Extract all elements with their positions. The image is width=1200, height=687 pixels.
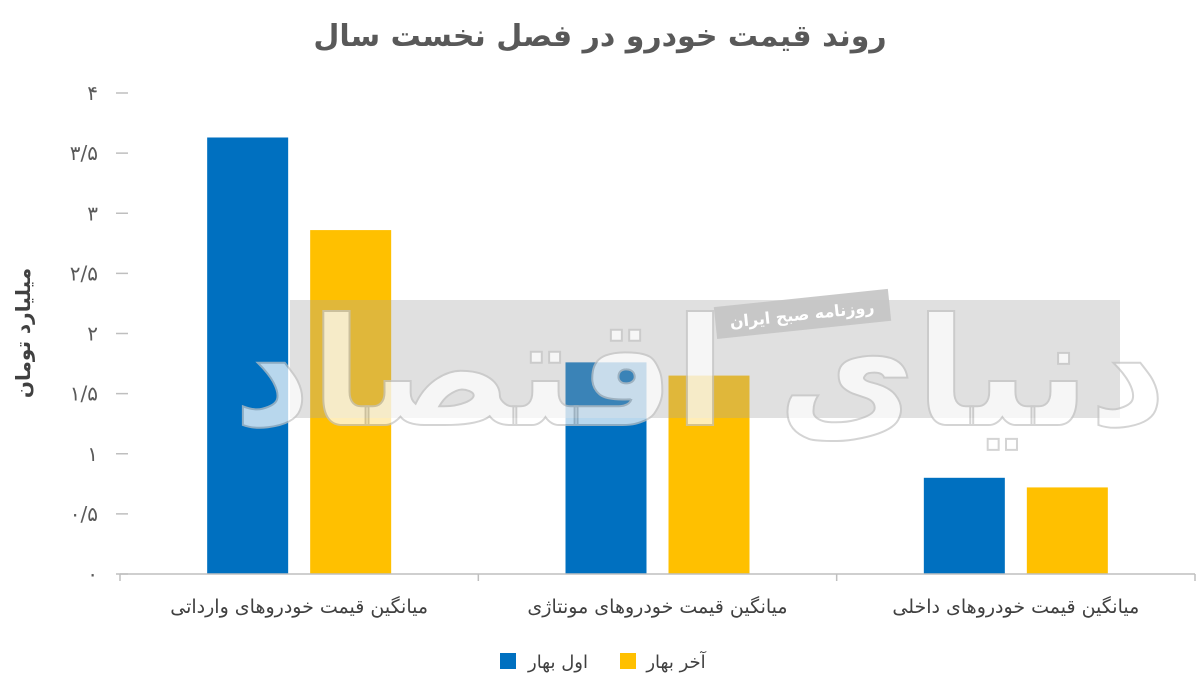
legend: اول بهار آخر بهار: [500, 650, 707, 673]
y-axis-label: میلیارد تومان: [11, 268, 35, 398]
legend-label-1: آخر بهار: [645, 650, 706, 673]
legend-marker-1: [620, 653, 636, 669]
x-axis: [119, 573, 1196, 581]
y-tick-label: ۰: [87, 562, 98, 586]
bar-series0-category2: [923, 477, 1005, 574]
watermark-brand: دنیای اقتصاد: [234, 287, 1167, 461]
category-label: میانگین قیمت خودروهای مونتاژی: [527, 595, 787, 618]
y-axis-ticks: ۰ ۰/۵ ۱ ۱/۵ ۲ ۲/۵ ۳ ۳/۵ ۴: [70, 81, 128, 586]
y-tick-label: ۳: [87, 201, 98, 225]
category-label: میانگین قیمت خودروهای وارداتی: [170, 595, 428, 618]
bar-series1-category2: [1026, 487, 1108, 574]
y-tick-label: ۰/۵: [70, 502, 98, 526]
y-tick-label: ۳/۵: [70, 141, 98, 165]
y-tick-label: ۱: [87, 442, 98, 466]
bar-series1-category0: [310, 230, 392, 574]
watermark-tagline-bg: [713, 288, 892, 340]
watermark-band: [290, 300, 1120, 418]
bar-series0-category0: [207, 137, 289, 574]
y-tick-label: ۱/۵: [70, 382, 98, 406]
bar-series0-category1: [565, 362, 647, 574]
y-tick-label: ۴: [87, 81, 98, 105]
y-tick-label: ۲: [87, 322, 98, 346]
chart-title: روند قیمت خودرو در فصل نخست سال: [313, 19, 886, 54]
watermark: دنیای اقتصاد روزنامه صبح ایران: [233, 286, 1168, 462]
category-label: میانگین قیمت خودروهای داخلی: [892, 595, 1139, 618]
bars-group: [207, 137, 1108, 574]
y-tick-label: ۲/۵: [70, 261, 98, 285]
legend-label-0: اول بهار: [527, 652, 588, 673]
category-labels: میانگین قیمت خودروهای وارداتی میانگین قیم…: [170, 595, 1139, 618]
legend-marker-0: [500, 653, 516, 669]
watermark-tagline-box: روزنامه صبح ایران: [713, 288, 892, 340]
bar-series1-category1: [668, 375, 750, 574]
